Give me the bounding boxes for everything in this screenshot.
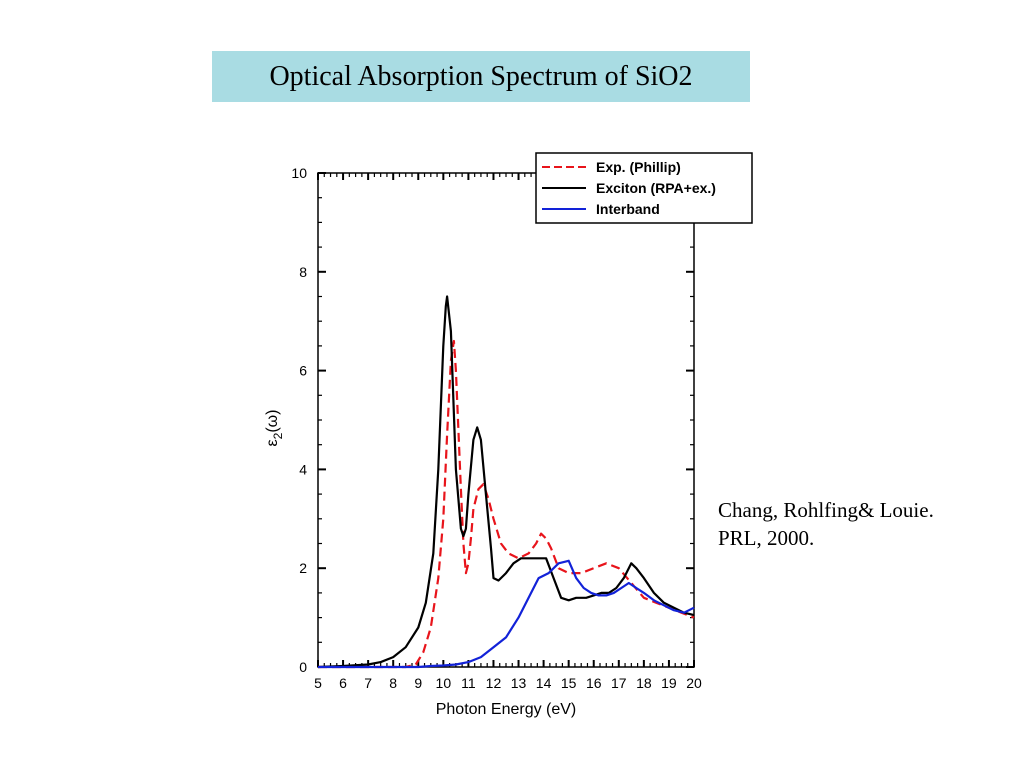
tick-marks bbox=[317, 172, 695, 668]
plot-border bbox=[317, 172, 695, 668]
x-tick-label: 12 bbox=[486, 675, 502, 691]
citation-line-1: Chang, Rohlfing& Louie. bbox=[718, 498, 934, 522]
x-tick-label: 18 bbox=[636, 675, 652, 691]
title-box: Optical Absorption Spectrum of SiO2 bbox=[212, 51, 750, 102]
legend-box bbox=[535, 152, 753, 224]
y-tick-label: 6 bbox=[299, 363, 307, 379]
x-tick-label: 19 bbox=[661, 675, 677, 691]
x-tick-label: 5 bbox=[314, 675, 322, 691]
y-tick-label: 0 bbox=[299, 659, 307, 675]
series-line-2 bbox=[317, 295, 695, 669]
y-tick-label: 4 bbox=[299, 461, 307, 477]
x-tick-label: 9 bbox=[414, 675, 422, 691]
y-axis-subscript: 2 bbox=[271, 432, 285, 439]
y-axis-symbol: ε bbox=[264, 439, 281, 446]
x-tick-label: 7 bbox=[364, 675, 372, 691]
x-tick-label: 11 bbox=[461, 675, 476, 691]
legend-label-2: Exciton (RPA+ex.) bbox=[596, 180, 716, 196]
y-tick-label: 2 bbox=[299, 560, 307, 576]
x-tick-label: 13 bbox=[511, 675, 527, 691]
y-axis-title: ε2(ω) bbox=[264, 410, 285, 447]
legend-label-3: Interband bbox=[596, 201, 660, 217]
y-axis-suffix: (ω) bbox=[264, 410, 281, 433]
x-tick-label: 10 bbox=[436, 675, 452, 691]
slide-title: Optical Absorption Spectrum of SiO2 bbox=[269, 61, 693, 92]
x-axis-title: Photon Energy (eV) bbox=[436, 701, 577, 718]
x-tick-label: 8 bbox=[389, 675, 397, 691]
x-tick-label: 16 bbox=[586, 675, 602, 691]
x-tick-label: 14 bbox=[536, 675, 552, 691]
y-tick-label: 8 bbox=[299, 264, 307, 280]
x-tick-label: 6 bbox=[339, 675, 347, 691]
x-tick-label: 17 bbox=[611, 675, 627, 691]
plot-frame bbox=[317, 172, 695, 668]
y-tick-label: 10 bbox=[291, 165, 307, 181]
legend-label-1: Exp. (Phillip) bbox=[596, 159, 681, 175]
citation: Chang, Rohlfing& Louie. PRL, 2000. bbox=[718, 496, 934, 552]
series-line-1 bbox=[318, 339, 695, 669]
series-line-3 bbox=[318, 559, 695, 669]
x-tick-label: 20 bbox=[686, 675, 702, 691]
x-tick-label: 15 bbox=[561, 675, 577, 691]
citation-line-2: PRL, 2000. bbox=[718, 526, 815, 550]
y-axis-title-text: ε2(ω) bbox=[264, 410, 285, 447]
legend: Exp. (Phillip) Exciton (RPA+ex.) Interband bbox=[535, 152, 753, 224]
tick-labels: 5 6 7 8 9 10 11 12 13 14 15 16 17 18 19 20 0 2 4 6 8 10 bbox=[291, 165, 702, 691]
series-lines bbox=[317, 295, 695, 669]
